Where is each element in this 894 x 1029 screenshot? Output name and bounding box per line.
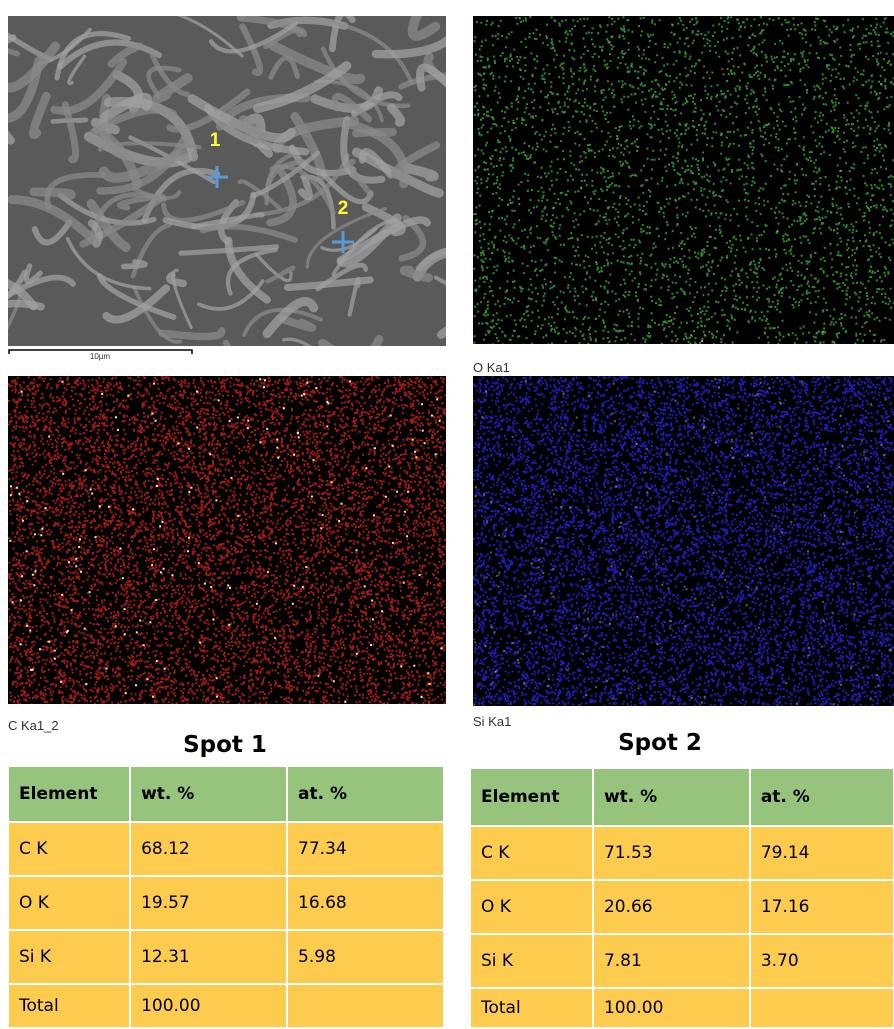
table-cell: 100.00: [593, 988, 750, 1028]
table-cell: 79.14: [750, 826, 894, 880]
map-label: O Ka1: [473, 360, 510, 375]
table-cell: 20.66: [593, 880, 750, 934]
table-cell: C K: [8, 822, 130, 876]
table-cell: 68.12: [130, 822, 287, 876]
figure: 1 2 10µm O Ka1 C Ka1_2 Si Ka1 Spot 1 Spo…: [0, 0, 894, 1028]
table-cell: 100.00: [130, 984, 287, 1028]
map-label: C Ka1_2: [8, 718, 59, 733]
scale-label: 10µm: [90, 352, 111, 361]
fiber: [34, 192, 72, 195]
table-cell: 16.68: [287, 876, 444, 930]
table-cell: [750, 988, 894, 1028]
table-row: O K20.6617.16: [470, 880, 894, 934]
table-cell: 12.31: [130, 930, 287, 984]
table-title: Spot 1: [183, 732, 267, 758]
table-cell: 17.16: [750, 880, 894, 934]
table-cell: Total: [8, 984, 130, 1028]
table-cell: O K: [8, 876, 130, 930]
table-cell: wt. %: [593, 768, 750, 826]
table-title: Spot 2: [618, 730, 702, 756]
o-map: [473, 16, 894, 344]
table-cell: [287, 984, 444, 1028]
si-map: [473, 376, 894, 706]
c-map: [8, 376, 446, 704]
table-cell: 71.53: [593, 826, 750, 880]
table-cell: C K: [470, 826, 593, 880]
table-cell: 7.81: [593, 934, 750, 988]
table-cell: 5.98: [287, 930, 444, 984]
marker-label: 1: [210, 130, 221, 151]
map-label: Si Ka1: [473, 714, 511, 729]
table-cell: 19.57: [130, 876, 287, 930]
table-cell: Total: [470, 988, 593, 1028]
table-cell: 77.34: [287, 822, 444, 876]
table-cell: wt. %: [130, 766, 287, 822]
table-cell: 3.70: [750, 934, 894, 988]
table-cell: Si K: [470, 934, 593, 988]
marker-label: 2: [338, 198, 349, 219]
table-cell: Si K: [8, 930, 130, 984]
table-cell: Element: [8, 766, 130, 822]
sem-image: 1 2: [8, 16, 446, 346]
table-cell: O K: [470, 880, 593, 934]
table-row: Si K7.813.70: [470, 934, 894, 988]
scale-bar: 10µm: [8, 346, 198, 362]
table-cell: at. %: [287, 766, 444, 822]
table-cell: Element: [470, 768, 593, 826]
table-cell: at. %: [750, 768, 894, 826]
